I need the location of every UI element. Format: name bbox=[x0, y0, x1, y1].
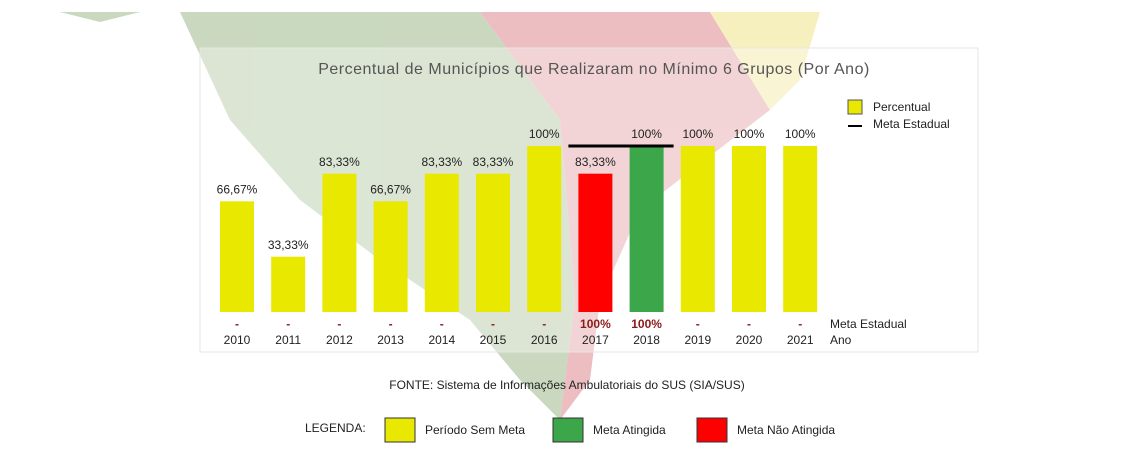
meta-label: - bbox=[235, 317, 239, 331]
x-tick-label: 2016 bbox=[531, 333, 558, 347]
bar bbox=[783, 146, 818, 312]
meta-label: - bbox=[389, 317, 393, 331]
x-tick-label: 2021 bbox=[787, 333, 814, 347]
value-label: 83,33% bbox=[473, 155, 514, 169]
value-label: 100% bbox=[631, 127, 662, 141]
meta-label: - bbox=[337, 317, 341, 331]
x-tick-label: 2014 bbox=[428, 333, 455, 347]
value-label: 100% bbox=[529, 127, 560, 141]
bar bbox=[732, 146, 766, 312]
legend-label: Meta Estadual bbox=[873, 117, 950, 131]
x-tick-label: 2010 bbox=[224, 333, 251, 347]
value-label: 83,33% bbox=[575, 155, 616, 169]
bar bbox=[578, 173, 613, 312]
value-label: 66,67% bbox=[217, 182, 258, 196]
meta-label: 100% bbox=[580, 317, 611, 331]
value-label: 100% bbox=[682, 127, 713, 141]
meta-label: - bbox=[491, 317, 495, 331]
meta-label: 100% bbox=[631, 317, 662, 331]
x-axis-label: Ano bbox=[830, 333, 852, 347]
bar bbox=[629, 146, 664, 312]
status-legend-title: LEGENDA: bbox=[305, 421, 366, 435]
value-label: 83,33% bbox=[319, 155, 360, 169]
meta-label: - bbox=[440, 317, 444, 331]
bar bbox=[271, 256, 306, 312]
status-legend-label: Meta Não Atingida bbox=[737, 423, 835, 437]
chart-title: Percentual de Municípios que Realizaram … bbox=[318, 61, 870, 78]
meta-label: - bbox=[798, 317, 802, 331]
x-tick-label: 2012 bbox=[326, 333, 353, 347]
value-label: 83,33% bbox=[421, 155, 462, 169]
bar bbox=[322, 173, 357, 312]
status-legend-label: Período Sem Meta bbox=[425, 423, 525, 437]
meta-row-label: Meta Estadual bbox=[830, 317, 907, 331]
x-tick-label: 2020 bbox=[736, 333, 763, 347]
value-label: 66,67% bbox=[370, 182, 411, 196]
status-legend-label: Meta Atingida bbox=[593, 423, 666, 437]
bar bbox=[373, 201, 408, 312]
x-tick-label: 2011 bbox=[275, 333, 301, 347]
legend-swatch bbox=[847, 99, 863, 115]
x-tick-label: 2015 bbox=[480, 333, 507, 347]
bar bbox=[527, 146, 562, 312]
bar bbox=[476, 173, 510, 312]
x-tick-label: 2017 bbox=[582, 333, 609, 347]
legend-label: Percentual bbox=[873, 100, 930, 114]
bar bbox=[424, 173, 459, 312]
value-label: 100% bbox=[734, 127, 765, 141]
meta-label: - bbox=[542, 317, 546, 331]
meta-label: - bbox=[696, 317, 700, 331]
value-label: 100% bbox=[785, 127, 816, 141]
status-legend-swatch bbox=[696, 417, 728, 443]
status-legend-swatch bbox=[552, 417, 584, 443]
meta-label: - bbox=[286, 317, 290, 331]
bar bbox=[680, 146, 715, 312]
x-tick-label: 2013 bbox=[377, 333, 404, 347]
value-label: 33,33% bbox=[268, 238, 309, 252]
source-note: FONTE: Sistema de Informações Ambulatori… bbox=[389, 378, 744, 392]
bar bbox=[220, 201, 254, 312]
status-legend-swatch bbox=[384, 417, 416, 443]
x-tick-label: 2019 bbox=[684, 333, 711, 347]
x-tick-label: 2018 bbox=[633, 333, 660, 347]
meta-label: - bbox=[747, 317, 751, 331]
